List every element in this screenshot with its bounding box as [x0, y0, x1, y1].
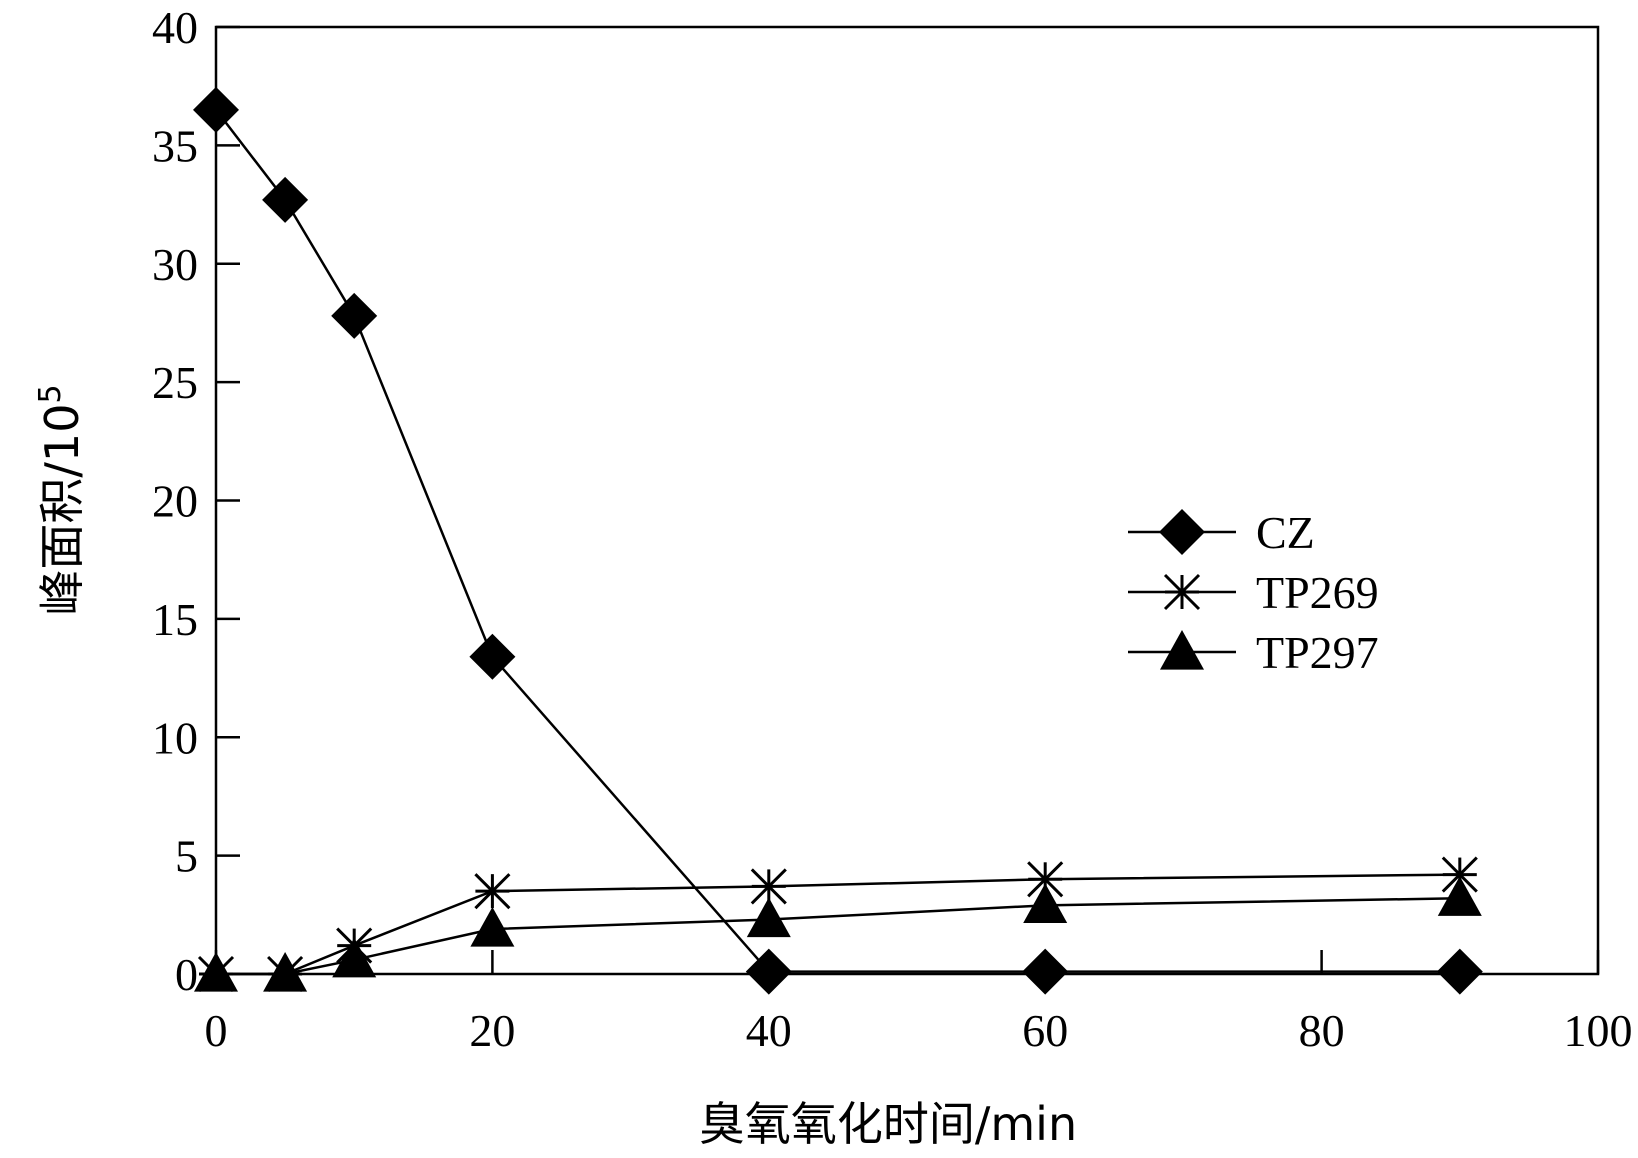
legend-marker-tp269 [1163, 573, 1201, 611]
legend-marker-tp297 [1160, 630, 1204, 670]
x-tick-label: 100 [1564, 1005, 1633, 1056]
x-tick-label: 20 [469, 1005, 515, 1056]
data-point-cz [1022, 948, 1069, 995]
x-axis-title: 臭氧氧化时间/min [699, 1097, 1077, 1151]
data-point-tp297 [746, 897, 791, 938]
data-point-cz [331, 292, 378, 339]
axis-ticks [214, 25, 1600, 976]
series-markers [193, 86, 1483, 995]
data-point-cz [469, 633, 516, 680]
legend-label-tp269: TP269 [1256, 567, 1379, 618]
data-point-cz [1436, 948, 1483, 995]
data-point-tp269 [474, 873, 511, 910]
y-tick-label: 10 [152, 712, 198, 763]
data-point-tp297 [1023, 883, 1068, 923]
x-tick-label: 80 [1299, 1005, 1345, 1056]
y-tick-label: 40 [152, 2, 198, 53]
y-tick-label: 30 [152, 239, 198, 290]
y-axis-title: 峰面积/105 [33, 384, 89, 615]
plot-frame [214, 25, 1600, 976]
svg-text:峰面积/105: 峰面积/105 [33, 384, 89, 615]
y-axis-title-exponent: 5 [33, 384, 68, 403]
data-point-tp269 [1441, 856, 1478, 893]
data-point-tp297 [332, 937, 377, 978]
series-line-tp269 [216, 873, 1460, 976]
data-point-tp297 [194, 952, 238, 992]
data-point-tp297 [1437, 876, 1482, 916]
legend-marker-cz [1159, 509, 1205, 555]
series-line-tp297 [216, 896, 1460, 976]
data-point-cz [193, 86, 239, 133]
y-tick-label: 0 [175, 949, 198, 1000]
x-tick-label: 60 [1022, 1005, 1068, 1056]
data-point-cz [745, 948, 792, 995]
data-point-cz [262, 176, 309, 223]
data-point-tp269 [1027, 861, 1064, 898]
legend: CZ TP269 TP297 [1128, 507, 1379, 678]
y-tick-label: 20 [152, 476, 198, 527]
legend-label-cz: CZ [1256, 507, 1315, 558]
x-tick-label: 40 [746, 1005, 792, 1056]
legend-label-tp297: TP297 [1256, 627, 1379, 678]
data-point-tp297 [470, 907, 515, 947]
y-axis-title-base: 峰面积/10 [35, 404, 89, 616]
y-tick-label: 15 [152, 594, 198, 645]
y-tick-label: 25 [152, 357, 198, 408]
data-point-tp297 [263, 952, 308, 992]
y-tick-label: 35 [152, 120, 198, 171]
y-tick-label: 5 [175, 831, 198, 882]
x-tick-label: 0 [205, 1005, 228, 1056]
tick-labels: 0 20 40 60 80 100 0 5 10 15 20 25 30 35 40 [152, 2, 1633, 1056]
